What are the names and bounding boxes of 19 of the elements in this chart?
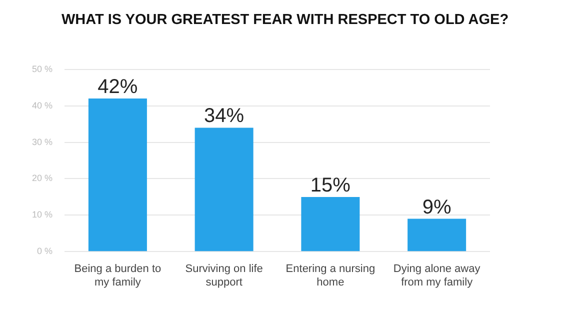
bar <box>408 218 466 252</box>
y-tick-label: 0 % <box>37 246 53 256</box>
y-tick-label: 30 % <box>32 136 53 147</box>
bar <box>301 196 360 252</box>
y-tick-label: 40 % <box>32 100 53 110</box>
x-tick-label: Surviving on life support <box>185 263 263 288</box>
x-tick-label: Entering a nursing home <box>286 263 376 288</box>
y-tick-label: 10 % <box>32 210 53 220</box>
chart-title: WHAT IS YOUR GREATEST FEAR WITH RESPECT TO OLD AGE? <box>60 12 510 28</box>
bar <box>194 128 254 252</box>
x-tick-label: Dying alone away from my family <box>393 263 481 288</box>
data-label: 9% <box>422 196 452 218</box>
data-label: 34% <box>204 105 244 128</box>
x-tick-label: Being a burden to my family <box>74 263 162 288</box>
y-tick-label: 50 % <box>32 64 53 74</box>
data-label: 42% <box>98 76 138 98</box>
y-tick-label: 20 % <box>32 173 53 184</box>
data-label: 15% <box>310 174 351 196</box>
bar <box>88 98 147 252</box>
